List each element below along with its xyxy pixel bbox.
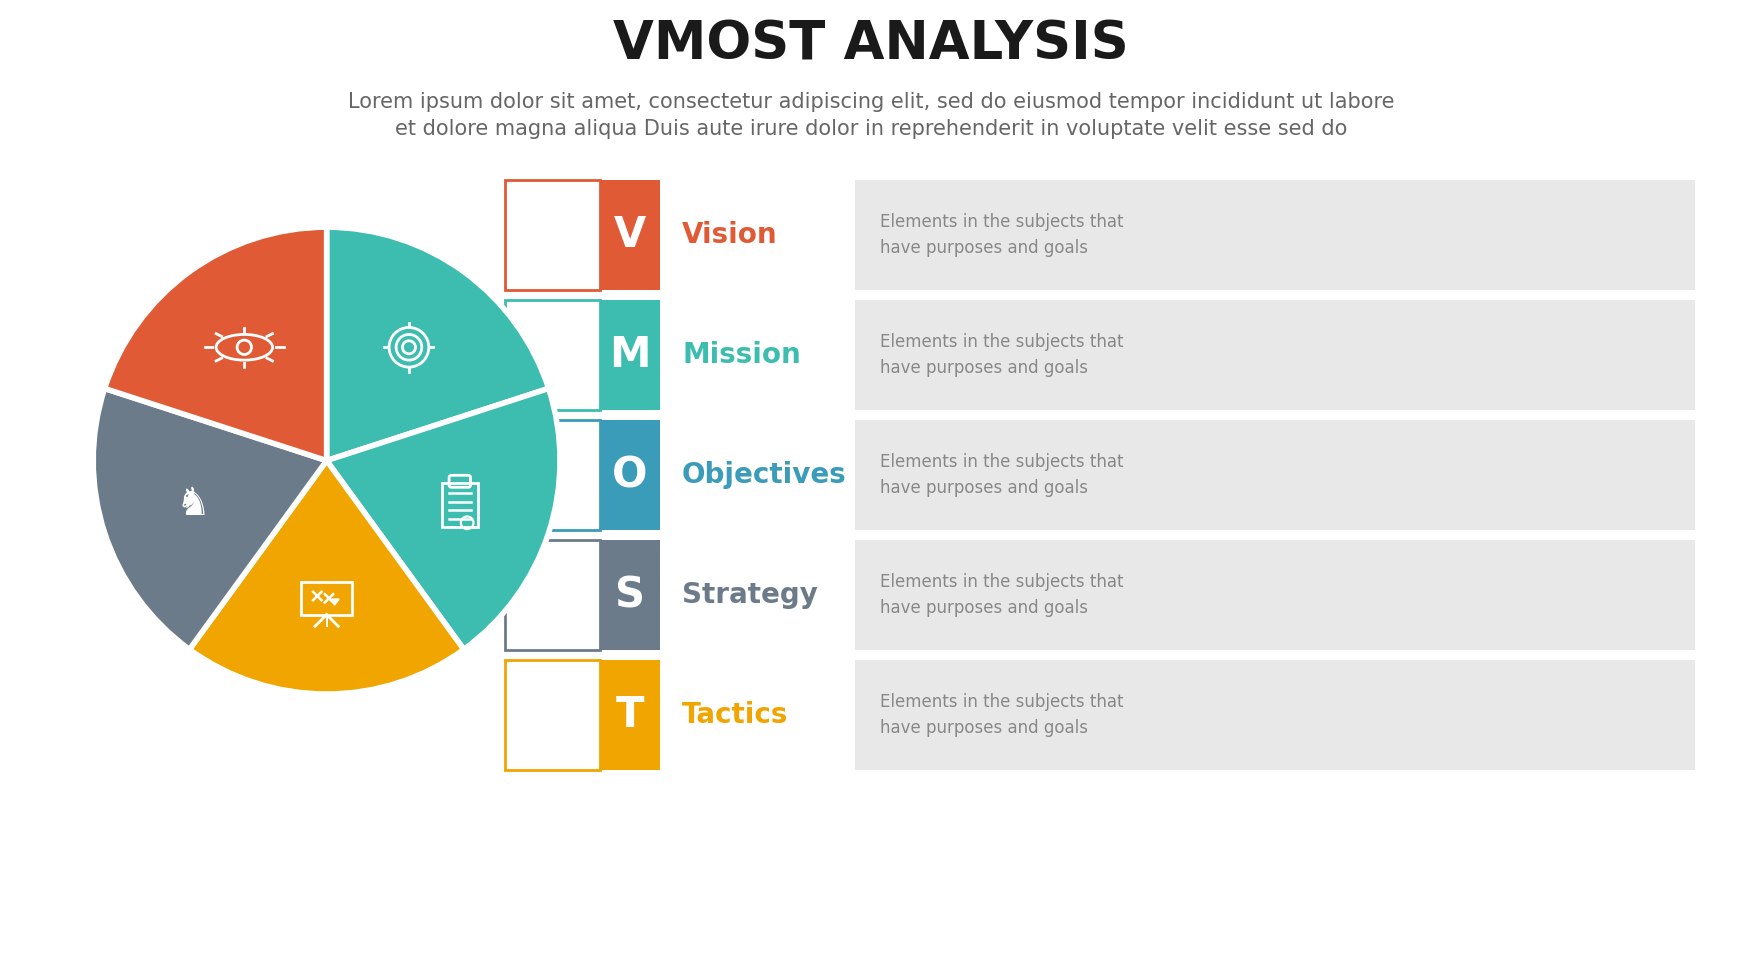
- Text: Mission: Mission: [683, 341, 801, 369]
- Text: Elements in the subjects that
have purposes and goals: Elements in the subjects that have purpo…: [880, 572, 1124, 617]
- FancyBboxPatch shape: [599, 180, 660, 290]
- FancyBboxPatch shape: [505, 180, 599, 290]
- Text: T: T: [615, 694, 645, 736]
- Text: Vision: Vision: [683, 221, 777, 249]
- FancyBboxPatch shape: [505, 540, 599, 650]
- Text: Lorem ipsum dolor sit amet, consectetur adipiscing elit, sed do eiusmod tempor i: Lorem ipsum dolor sit amet, consectetur …: [348, 92, 1394, 112]
- Text: Elements in the subjects that
have purposes and goals: Elements in the subjects that have purpo…: [880, 693, 1124, 737]
- FancyBboxPatch shape: [855, 180, 1695, 290]
- Wedge shape: [326, 227, 549, 461]
- Wedge shape: [105, 227, 327, 461]
- FancyBboxPatch shape: [599, 420, 660, 530]
- Text: M: M: [610, 334, 652, 376]
- Text: O: O: [611, 454, 648, 496]
- Wedge shape: [94, 388, 327, 650]
- Text: Elements in the subjects that
have purposes and goals: Elements in the subjects that have purpo…: [880, 213, 1124, 257]
- Text: V: V: [613, 214, 646, 256]
- FancyBboxPatch shape: [505, 300, 599, 410]
- Text: Tactics: Tactics: [683, 701, 789, 729]
- FancyBboxPatch shape: [855, 540, 1695, 650]
- Text: S: S: [615, 574, 645, 616]
- Text: Elements in the subjects that
have purposes and goals: Elements in the subjects that have purpo…: [880, 453, 1124, 497]
- Wedge shape: [327, 388, 559, 650]
- FancyBboxPatch shape: [505, 420, 599, 530]
- FancyBboxPatch shape: [855, 300, 1695, 410]
- FancyBboxPatch shape: [599, 660, 660, 770]
- FancyBboxPatch shape: [599, 300, 660, 410]
- FancyBboxPatch shape: [505, 660, 599, 770]
- Text: ♞: ♞: [176, 485, 211, 523]
- FancyBboxPatch shape: [855, 660, 1695, 770]
- Text: et dolore magna aliqua Duis aute irure dolor in reprehenderit in voluptate velit: et dolore magna aliqua Duis aute irure d…: [395, 119, 1347, 139]
- Text: Objectives: Objectives: [683, 461, 847, 489]
- Wedge shape: [190, 461, 463, 694]
- Text: Strategy: Strategy: [683, 581, 819, 609]
- FancyBboxPatch shape: [599, 540, 660, 650]
- Text: VMOST ANALYSIS: VMOST ANALYSIS: [613, 19, 1129, 71]
- FancyBboxPatch shape: [855, 420, 1695, 530]
- Text: Elements in the subjects that
have purposes and goals: Elements in the subjects that have purpo…: [880, 333, 1124, 377]
